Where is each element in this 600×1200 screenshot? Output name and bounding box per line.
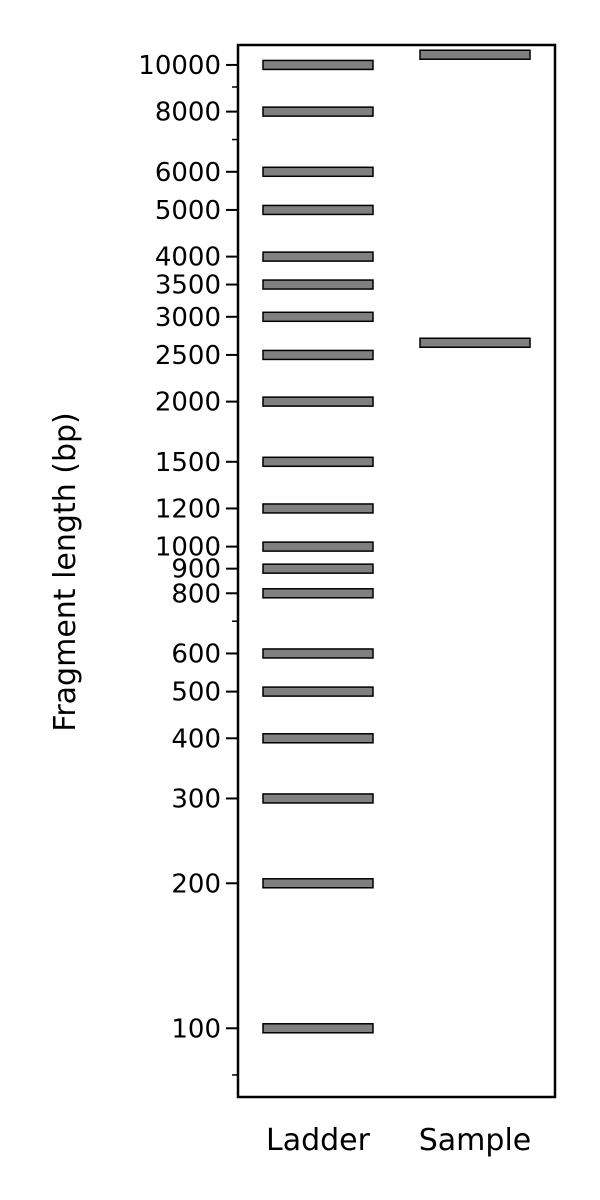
y-tick-label-3000: 3000	[155, 303, 221, 333]
y-tick-label-5000: 5000	[155, 196, 221, 226]
band-ladder-2000	[262, 396, 374, 407]
y-tick-label-2000: 2000	[155, 388, 221, 418]
band-ladder-400	[262, 733, 374, 744]
y-tick-label-900: 900	[171, 555, 221, 585]
y-tick-label-300: 300	[171, 784, 221, 814]
y-tick-label-8000: 8000	[155, 98, 221, 128]
band-ladder-5000	[262, 204, 374, 216]
band-ladder-8000	[262, 106, 374, 117]
band-sample-2650	[419, 337, 531, 348]
y-axis-title: Fragment length (bp)	[48, 412, 83, 731]
band-ladder-3500	[262, 279, 374, 290]
y-tick-label-100: 100	[171, 1014, 221, 1044]
ticks-layer: Ladder Sample1002003004005006008009001000…	[138, 51, 531, 1158]
y-tick-label-2500: 2500	[155, 341, 221, 371]
y-tick-label-200: 200	[171, 869, 221, 899]
y-tick-label-400: 400	[171, 724, 221, 754]
band-ladder-2500	[262, 349, 374, 361]
y-tick-label-1200: 1200	[155, 494, 221, 524]
bands-layer	[262, 49, 531, 1034]
band-ladder-10000	[262, 59, 374, 71]
y-tick-label-4000: 4000	[155, 243, 221, 273]
band-ladder-100	[262, 1023, 374, 1034]
lane-label-ladder: Ladder	[266, 1123, 371, 1158]
band-ladder-6000	[262, 166, 374, 178]
y-tick-label-600: 600	[171, 639, 221, 669]
y-tick-label-1000: 1000	[155, 533, 221, 563]
band-ladder-900	[262, 563, 374, 574]
y-tick-label-1500: 1500	[155, 448, 221, 478]
y-tick-label-6000: 6000	[155, 158, 221, 188]
y-tick-label-10000: 10000	[138, 51, 221, 81]
band-ladder-800	[262, 588, 374, 599]
y-tick-label-3500: 3500	[155, 271, 221, 301]
band-ladder-4000	[262, 251, 374, 262]
y-tick-label-800: 800	[171, 579, 221, 609]
band-ladder-1000	[262, 541, 374, 552]
band-ladder-500	[262, 686, 374, 697]
lane-label-sample: Sample	[419, 1123, 532, 1158]
band-ladder-300	[262, 793, 374, 804]
band-sample-10500	[419, 49, 531, 60]
plot-frame	[236, 43, 557, 1099]
band-ladder-1500	[262, 456, 374, 468]
y-tick-label-500: 500	[171, 678, 221, 708]
band-ladder-1200	[262, 503, 374, 514]
band-ladder-600	[262, 648, 374, 659]
band-ladder-3000	[262, 311, 374, 323]
band-ladder-200	[262, 878, 374, 889]
